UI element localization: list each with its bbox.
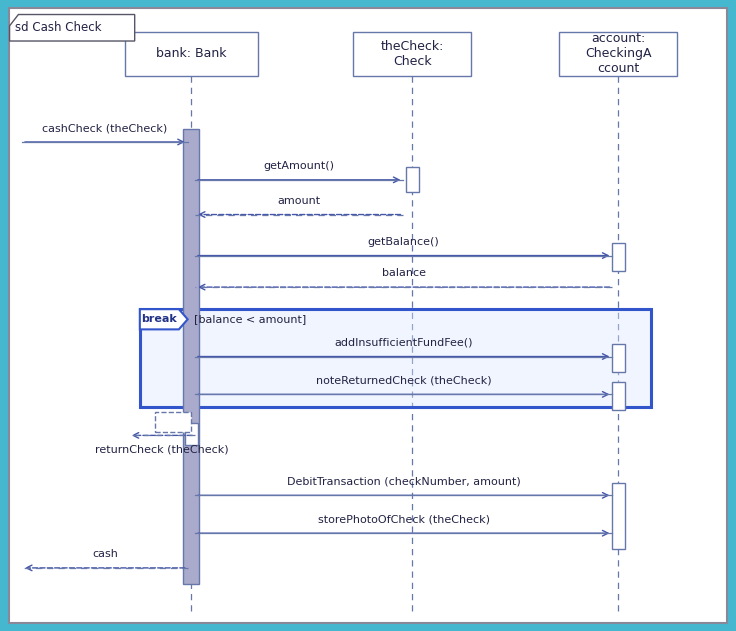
Text: DebitTransaction (checkNumber, amount): DebitTransaction (checkNumber, amount) [287,476,520,487]
Bar [155,412,191,432]
Text: sd Cash Check: sd Cash Check [15,21,102,34]
Bar [612,382,625,410]
Bar [185,423,198,445]
Text: ccount: ccount [597,62,640,75]
Bar [612,243,625,271]
Text: getAmount(): getAmount() [263,161,335,171]
Text: CheckingA: CheckingA [585,47,651,60]
Text: account:: account: [591,32,645,45]
Bar [612,344,625,372]
Text: Check: Check [393,55,431,68]
Bar [140,309,651,407]
Text: noteReturnedCheck (theCheck): noteReturnedCheck (theCheck) [316,375,492,386]
Bar [183,129,199,584]
Bar [140,309,651,407]
Polygon shape [10,15,135,41]
Text: theCheck:: theCheck: [381,40,444,52]
Text: break: break [141,314,177,324]
Text: bank: Bank: bank: Bank [156,47,227,60]
Text: cashCheck (theCheck): cashCheck (theCheck) [42,123,168,133]
Bar [353,32,471,76]
Polygon shape [140,309,188,329]
Text: storePhotoOfCheck (theCheck): storePhotoOfCheck (theCheck) [318,514,489,524]
Text: amount: amount [277,196,321,206]
Bar [406,167,419,192]
Bar [559,32,677,76]
Text: returnCheck (theCheck): returnCheck (theCheck) [95,444,229,454]
Text: addInsufficientFundFee(): addInsufficientFundFee() [334,338,473,348]
Text: cash: cash [92,549,118,559]
Text: getBalance(): getBalance() [368,237,439,247]
Bar [125,32,258,76]
Text: [balance < amount]: [balance < amount] [194,314,306,324]
Bar [612,483,625,549]
Text: balance: balance [382,268,425,278]
